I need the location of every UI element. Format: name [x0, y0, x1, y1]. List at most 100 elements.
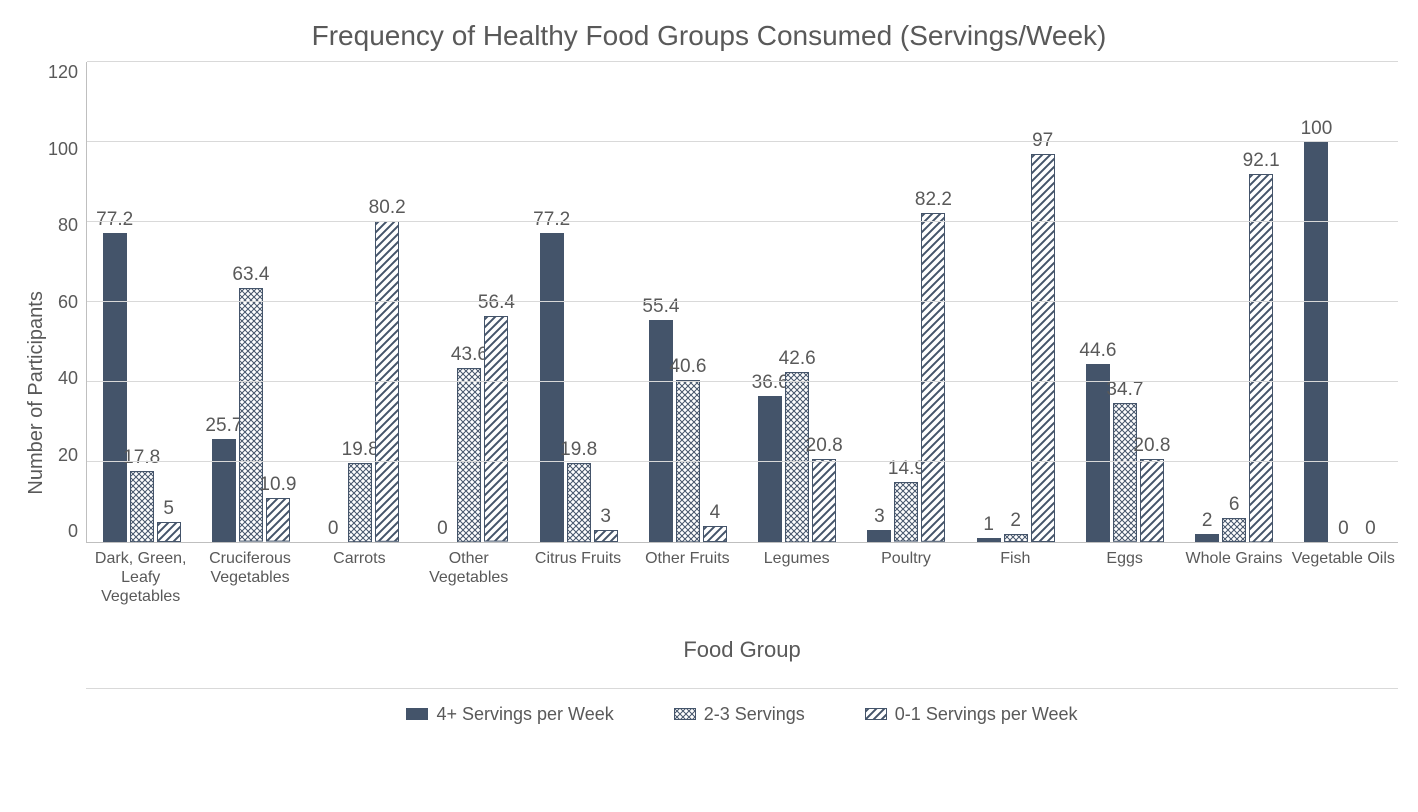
chart-title: Frequency of Healthy Food Groups Consume… — [20, 20, 1398, 52]
bar-group: 25.763.410.9 — [196, 62, 305, 542]
bar: 2 — [1195, 534, 1219, 542]
bar-value-label: 82.2 — [915, 189, 952, 211]
bar: 1 — [977, 538, 1001, 542]
bar-group: 77.217.85 — [87, 62, 196, 542]
bar: 25.7 — [212, 439, 236, 542]
bar-group: 043.656.4 — [415, 62, 524, 542]
bar-value-label: 19.8 — [560, 439, 597, 461]
bar: 34.7 — [1113, 403, 1137, 542]
bar: 2 — [1004, 534, 1028, 542]
y-tick: 120 — [48, 62, 78, 83]
bar: 55.4 — [649, 320, 673, 542]
gridline — [87, 301, 1398, 302]
bar-value-label: 100 — [1301, 118, 1333, 140]
gridline — [87, 61, 1398, 62]
x-category-label: Cruciferous Vegetables — [195, 549, 304, 607]
y-tick: 20 — [58, 445, 78, 466]
bar-value-label: 6 — [1229, 494, 1240, 516]
bar: 56.4 — [484, 316, 508, 542]
gridline — [87, 221, 1398, 222]
x-category-label: Legumes — [742, 549, 851, 607]
bar-wrap: 92.1 — [1249, 174, 1273, 542]
x-category-label: Other Fruits — [633, 549, 742, 607]
x-axis-title: Food Group — [86, 637, 1398, 663]
bar-wrap: 19.8 — [567, 463, 591, 542]
x-category-label: Whole Grains — [1179, 549, 1288, 607]
x-category-label: Carrots — [305, 549, 414, 607]
legend-label: 4+ Servings per Week — [436, 704, 613, 725]
bar: 5 — [157, 522, 181, 542]
bar-value-label: 34.7 — [1106, 379, 1143, 401]
bar: 6 — [1222, 518, 1246, 542]
legend: 4+ Servings per Week 2-3 Servings 0-1 Serv… — [86, 688, 1398, 725]
bar-value-label: 80.2 — [369, 197, 406, 219]
bar-value-label: 0 — [437, 518, 448, 540]
bar-wrap: 6 — [1222, 518, 1246, 542]
bar-wrap: 100 — [1304, 142, 1328, 542]
bar-value-label: 5 — [163, 498, 174, 520]
bar-wrap: 34.7 — [1113, 403, 1137, 542]
plot-wrap: 77.217.8525.763.410.9019.880.2043.656.47… — [86, 62, 1398, 725]
bar-wrap: 20.8 — [812, 459, 836, 542]
bar-value-label: 3 — [874, 506, 885, 528]
bar-wrap: 82.2 — [921, 213, 945, 542]
bar-value-label: 44.6 — [1079, 340, 1116, 362]
bar-wrap: 2 — [1195, 534, 1219, 542]
bar-value-label: 20.8 — [1133, 435, 1170, 457]
x-category-label: Dark, Green, Leafy Vegetables — [86, 549, 195, 607]
legend-label: 2-3 Servings — [704, 704, 805, 725]
bar-group: 1297 — [961, 62, 1070, 542]
bar-group: 55.440.64 — [633, 62, 742, 542]
bar: 63.4 — [239, 288, 263, 542]
chart-container: Frequency of Healthy Food Groups Consume… — [20, 20, 1398, 792]
bar-wrap: 20.8 — [1140, 459, 1164, 542]
legend-item: 0-1 Servings per Week — [865, 704, 1078, 725]
bar-wrap: 10.9 — [266, 498, 290, 542]
bar-value-label: 56.4 — [478, 292, 515, 314]
gridline — [87, 461, 1398, 462]
y-axis-ticks: 120100806040200 — [48, 62, 86, 542]
bar-group: 019.880.2 — [306, 62, 415, 542]
x-category-label: Fish — [961, 549, 1070, 607]
bar-value-label: 0 — [328, 518, 339, 540]
bar: 4 — [703, 526, 727, 542]
bar-group: 314.982.2 — [852, 62, 961, 542]
bar: 97 — [1031, 154, 1055, 542]
bar-value-label: 43.6 — [451, 344, 488, 366]
x-category-label: Eggs — [1070, 549, 1179, 607]
bar-wrap: 56.4 — [484, 316, 508, 542]
bar-value-label: 40.6 — [669, 356, 706, 378]
bar-group: 36.642.620.8 — [743, 62, 852, 542]
legend-item: 2-3 Servings — [674, 704, 805, 725]
bar-value-label: 36.6 — [752, 372, 789, 394]
bar-wrap: 1 — [977, 538, 1001, 542]
bar-wrap: 14.9 — [894, 482, 918, 542]
bar-wrap: 4 — [703, 526, 727, 542]
bar-value-label: 2 — [1202, 510, 1213, 532]
bar-wrap: 17.8 — [130, 471, 154, 542]
legend-item: 4+ Servings per Week — [406, 704, 613, 725]
legend-swatch — [865, 708, 887, 720]
bar-group: 2692.1 — [1180, 62, 1289, 542]
x-axis-labels: Dark, Green, Leafy VegetablesCruciferous… — [86, 549, 1398, 607]
bar-value-label: 4 — [710, 502, 721, 524]
bar-wrap: 55.4 — [649, 320, 673, 542]
bar-value-label: 25.7 — [205, 415, 242, 437]
bar: 20.8 — [812, 459, 836, 542]
bar-value-label: 1 — [983, 514, 994, 536]
bar-value-label: 55.4 — [642, 296, 679, 318]
bar: 36.6 — [758, 396, 782, 542]
y-tick: 0 — [68, 521, 78, 542]
legend-swatch — [406, 708, 428, 720]
bar-wrap: 2 — [1004, 534, 1028, 542]
bar-wrap: 77.2 — [103, 233, 127, 542]
bar-group: 10000 — [1289, 62, 1398, 542]
bar: 82.2 — [921, 213, 945, 542]
y-tick: 100 — [48, 139, 78, 160]
gridline — [87, 381, 1398, 382]
y-axis-label: Number of Participants — [20, 62, 48, 725]
plot-area: 77.217.8525.763.410.9019.880.2043.656.47… — [86, 62, 1398, 543]
bar: 77.2 — [103, 233, 127, 542]
bar-wrap: 25.7 — [212, 439, 236, 542]
legend-swatch — [674, 708, 696, 720]
